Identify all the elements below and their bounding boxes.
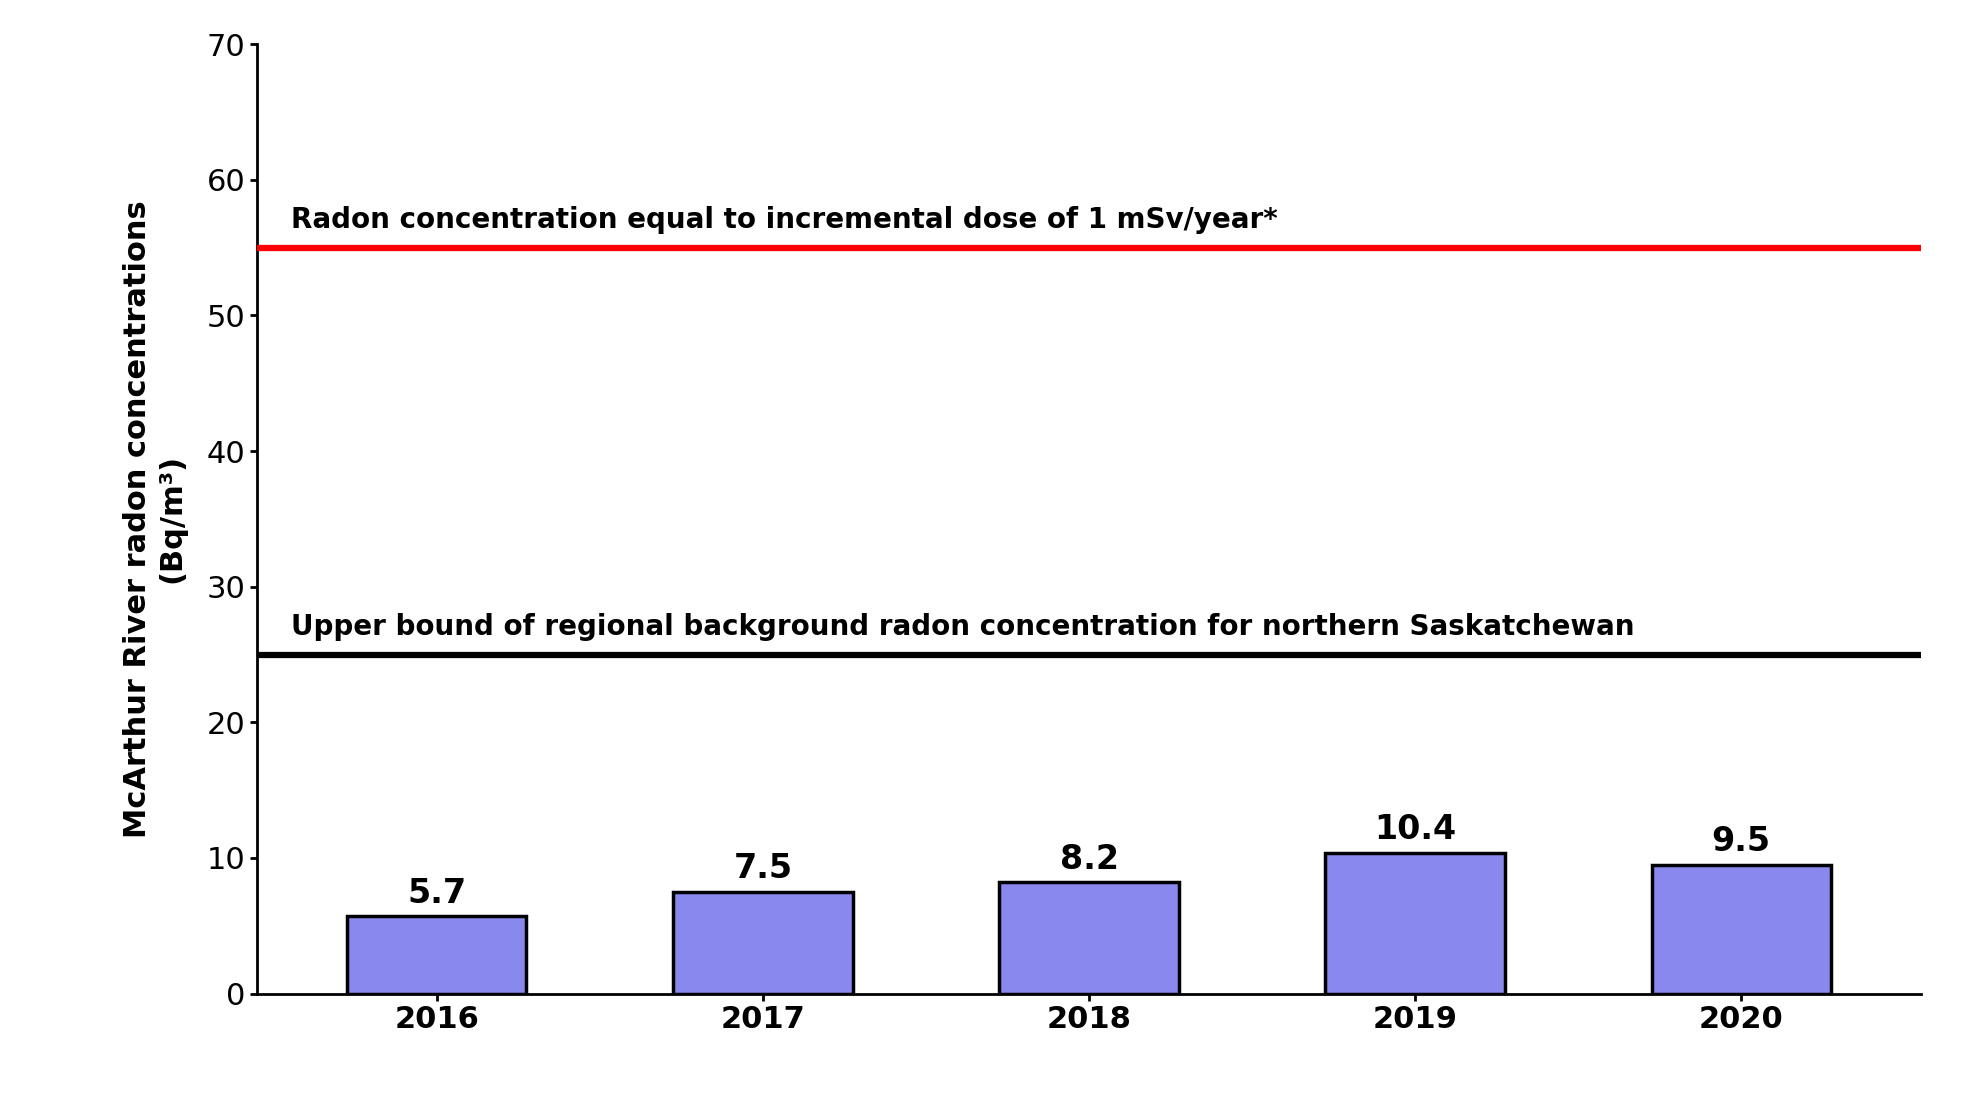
Y-axis label: McArthur River radon concentrations
(Bq/m³): McArthur River radon concentrations (Bq/… [123,200,186,838]
Text: 5.7: 5.7 [408,877,467,910]
Text: 7.5: 7.5 [733,852,792,885]
Bar [1000,882,1178,994]
Bar [1325,852,1505,994]
Text: Upper bound of regional background radon concentration for northern Saskatchewan: Upper bound of regional background radon… [291,613,1633,641]
Bar [1651,864,1832,994]
Text: 10.4: 10.4 [1374,813,1455,846]
Bar [673,892,853,994]
Bar [346,916,527,994]
Text: 8.2: 8.2 [1059,842,1119,875]
Text: Radon concentration equal to incremental dose of 1 mSv/year*: Radon concentration equal to incremental… [291,206,1277,234]
Text: 9.5: 9.5 [1711,825,1770,858]
